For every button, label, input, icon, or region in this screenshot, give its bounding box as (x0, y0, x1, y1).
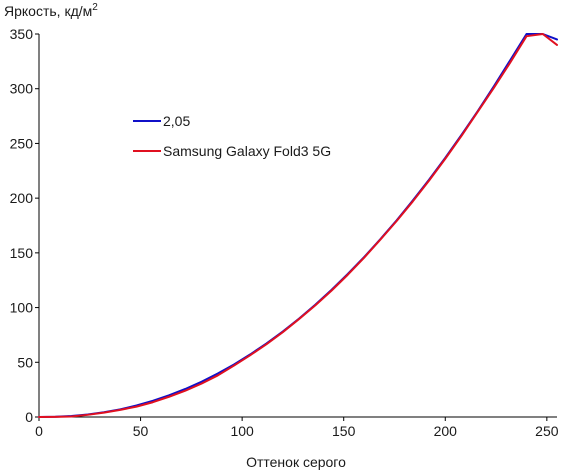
y-tick-label: 350 (10, 26, 34, 42)
y-tick-label: 300 (10, 81, 34, 97)
x-tick-label: 150 (332, 423, 356, 439)
x-tick-label: 200 (434, 423, 458, 439)
x-tick-label: 250 (535, 423, 559, 439)
x-tick-label: 50 (133, 423, 149, 439)
x-tick-label: 0 (35, 423, 43, 439)
y-tick-label: 100 (10, 300, 34, 316)
series-line-samsung-galaxy-fold3 (38, 33, 558, 418)
legend-label: Samsung Galaxy Fold3 5G (163, 143, 331, 159)
y-axis-title-superscript: 2 (92, 2, 98, 13)
y-tick-label: 50 (17, 354, 33, 370)
x-tick-label: 100 (230, 423, 254, 439)
ticks-layer: 0 50 100 150 200 250 300 350 0 50 100 150 200 250 (10, 26, 559, 439)
y-tick-label: 0 (25, 409, 33, 425)
y-tick-label: 200 (10, 190, 34, 206)
series-layer (38, 33, 558, 418)
x-axis-title: Оттенок серого (246, 454, 346, 470)
y-tick-label: 150 (10, 245, 34, 261)
y-axis-title: Яркость, кд/м2 (4, 2, 98, 19)
legend-label: 2,05 (163, 113, 190, 129)
axes-layer (38, 34, 557, 418)
y-axis-title-base: Яркость, кд/м (4, 3, 92, 19)
series-line-reference-gamma (38, 33, 558, 418)
legend: 2,05 Samsung Galaxy Fold3 5G (133, 113, 331, 159)
y-tick-label: 250 (10, 135, 34, 151)
